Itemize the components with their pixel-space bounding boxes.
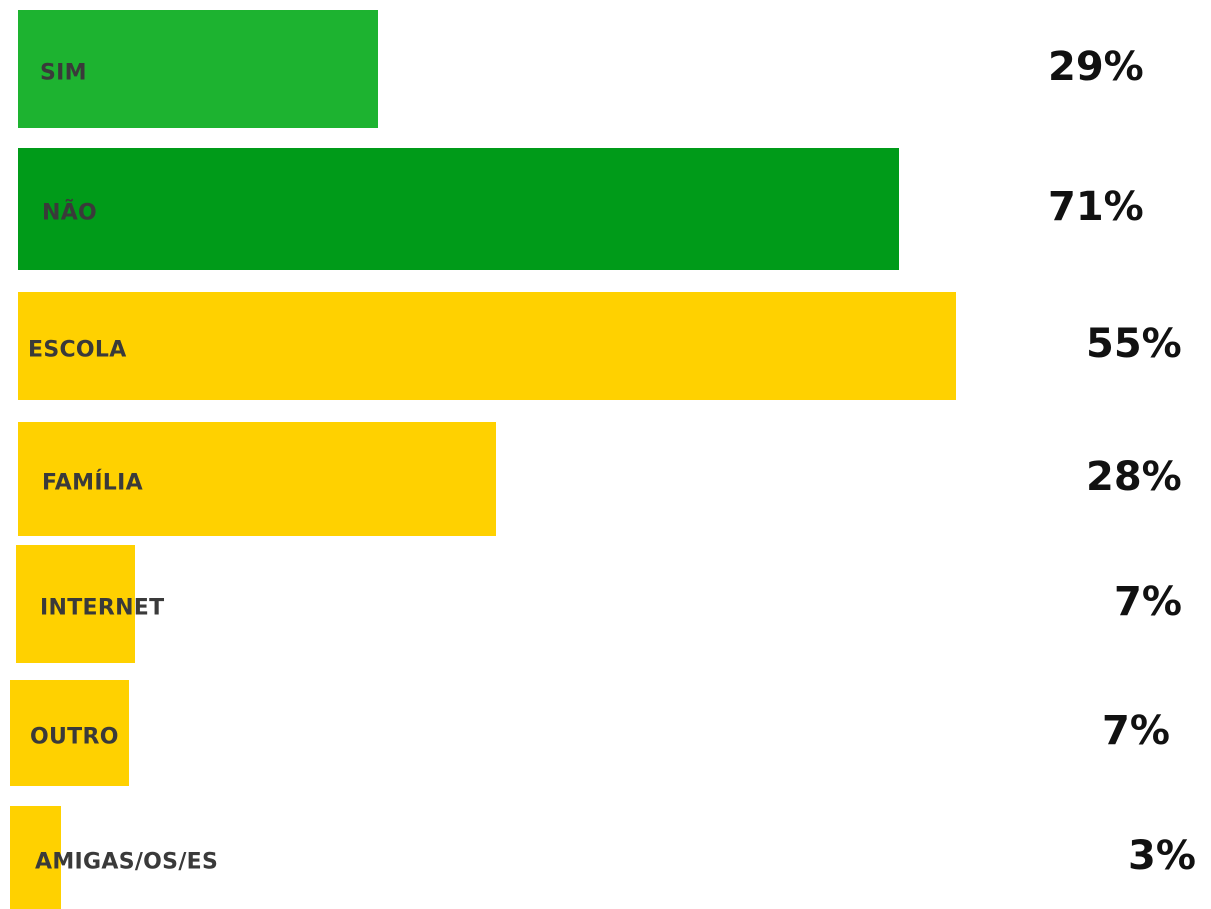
category-label: ESCOLA: [28, 337, 127, 363]
value-label: 7%: [1114, 579, 1182, 625]
category-label: NÃO: [42, 200, 98, 226]
category-label: OUTRO: [30, 724, 119, 750]
bar-n-o: [18, 148, 899, 270]
bar-amigas-os-es: [10, 806, 62, 909]
category-label: INTERNET: [40, 595, 165, 621]
value-label: 3%: [1128, 832, 1196, 879]
bar-fam-lia: [18, 422, 496, 536]
category-label: AMIGAS/OS/ES: [35, 849, 219, 874]
category-label: SIM: [40, 60, 87, 86]
value-label: 7%: [1102, 708, 1170, 754]
value-label: 29%: [1048, 44, 1144, 90]
value-label: 28%: [1086, 454, 1182, 500]
bar-outro: [10, 680, 130, 786]
bar-internet: [16, 545, 136, 663]
bar-escola: [18, 292, 956, 400]
value-label: 55%: [1086, 321, 1182, 367]
value-label: 71%: [1048, 184, 1144, 230]
category-label: FAMÍLIA: [42, 470, 143, 496]
bar-sim: [18, 10, 378, 128]
